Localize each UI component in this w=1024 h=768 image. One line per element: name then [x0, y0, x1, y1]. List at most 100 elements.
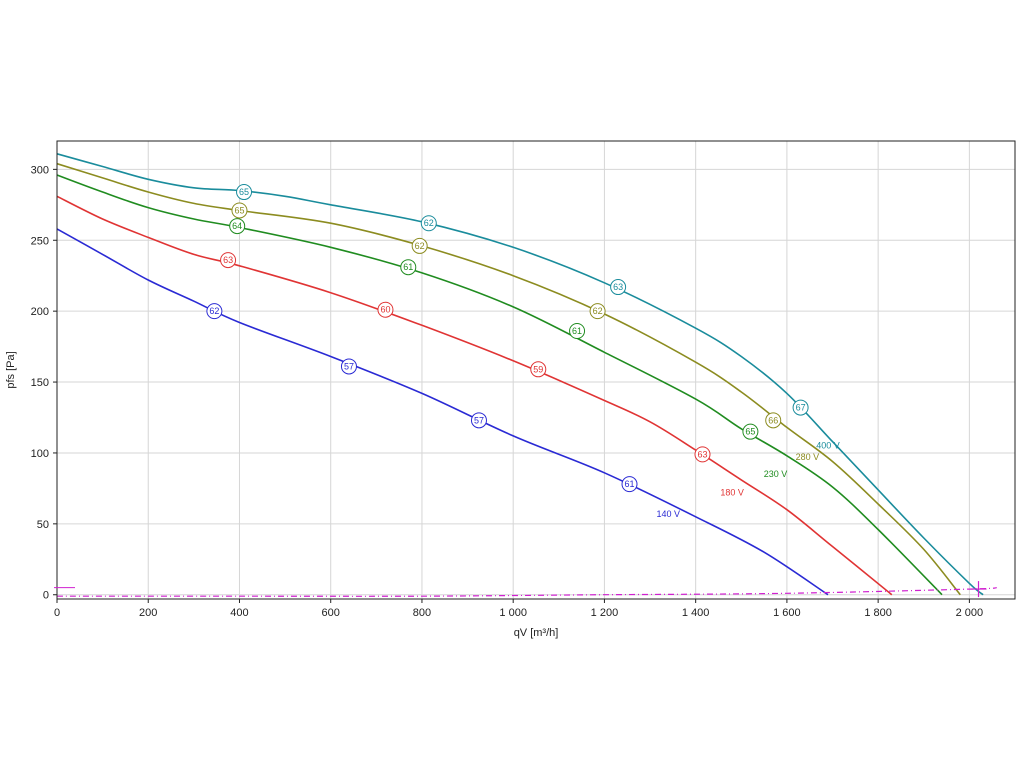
efficiency-marker-circle [470, 412, 487, 429]
x-tick-label: 0 [54, 607, 60, 619]
x-axis-ticks: 0 200 400 600 800 1 000 1 200 1 400 1 600 1 800 2 … [54, 599, 983, 619]
efficiency-marker: 63 [694, 446, 711, 463]
efficiency-marker-circle [530, 361, 547, 378]
plot-frame [56, 140, 1016, 600]
y-axis-label: pfs [Pa] [5, 351, 17, 388]
efficiency-marker-label: 62 [209, 306, 219, 316]
efficiency-marker: 61 [400, 259, 417, 276]
efficiency-marker-label: 65 [234, 205, 244, 215]
efficiency-marker: 62 [420, 215, 437, 232]
series-line-230-v [56, 174, 943, 596]
x-tick-label: 1 200 [591, 607, 619, 619]
x-tick-label: 1 400 [682, 607, 710, 619]
efficiency-marker-circle [231, 202, 248, 219]
grid-lines [56, 141, 1015, 599]
efficiency-marker-label: 63 [698, 449, 708, 459]
efficiency-marker: 63 [220, 252, 237, 269]
y-tick-label: 300 [31, 164, 49, 176]
series-line-180-v [56, 195, 893, 596]
x-tick-label: 2 000 [956, 607, 984, 619]
efficiency-marker-label: 62 [415, 241, 425, 251]
efficiency-marker: 62 [589, 303, 606, 320]
efficiency-marker-label: 67 [796, 403, 806, 413]
efficiency-marker: 66 [765, 412, 782, 429]
efficiency-marker-circle [400, 259, 417, 276]
x-axis-label: qV [m³/h] [514, 627, 559, 639]
efficiency-marker: 62 [206, 303, 223, 320]
efficiency-marker-circle [236, 184, 253, 201]
efficiency-marker-circle [694, 446, 711, 463]
efficiency-marker-label: 63 [223, 255, 233, 265]
x-tick-label: 800 [413, 607, 431, 619]
pointer-markers [54, 581, 987, 598]
x-tick-label: 400 [230, 607, 248, 619]
efficiency-marker: 61 [621, 476, 638, 493]
efficiency-marker-circle [765, 412, 782, 429]
efficiency-marker-circle [340, 358, 357, 375]
efficiency-marker-label: 65 [745, 427, 755, 437]
efficiency-marker: 60 [377, 301, 394, 318]
x-tick-label: 1 000 [499, 607, 527, 619]
efficiency-marker-label: 61 [625, 479, 635, 489]
series-label-400-v: 400 V [816, 441, 840, 451]
efficiency-marker: 57 [470, 412, 487, 429]
efficiency-marker-label: 62 [424, 218, 434, 228]
efficiency-marker-circle [420, 215, 437, 232]
efficiency-marker-label: 65 [239, 187, 249, 197]
efficiency-marker: 57 [340, 358, 357, 375]
efficiency-marker: 59 [530, 361, 547, 378]
series-label-230-v: 230 V [764, 469, 788, 479]
efficiency-marker-circle [229, 218, 246, 235]
efficiency-marker-circle [792, 399, 809, 416]
efficiency-marker-circle [411, 237, 428, 254]
series-line-reference [56, 587, 997, 597]
series-label-140-v: 140 V [657, 509, 681, 519]
efficiency-marker-label: 59 [533, 364, 543, 374]
x-tick-label: 600 [322, 607, 340, 619]
y-tick-label: 200 [31, 306, 49, 318]
efficiency-marker-circle [589, 303, 606, 320]
efficiency-marker-label: 64 [232, 221, 242, 231]
efficiency-marker: 61 [569, 323, 586, 340]
efficiency-marker-label: 57 [474, 415, 484, 425]
efficiency-marker-circle [569, 323, 586, 340]
efficiency-marker: 62 [411, 237, 428, 254]
y-tick-label: 100 [31, 448, 49, 460]
efficiency-marker: 64 [229, 218, 246, 235]
efficiency-marker-label: 60 [380, 305, 390, 315]
efficiency-marker-label: 62 [593, 306, 603, 316]
efficiency-marker-circle [206, 303, 223, 320]
y-tick-label: 150 [31, 377, 49, 389]
x-tick-label: 1 800 [864, 607, 892, 619]
efficiency-marker-circle [610, 279, 627, 296]
x-tick-label: 200 [139, 607, 157, 619]
series-layer [56, 153, 997, 597]
series-label-280-v: 280 V [796, 452, 820, 462]
efficiency-marker-label: 66 [768, 415, 778, 425]
efficiency-marker-label: 57 [344, 361, 354, 371]
efficiency-marker-circle [377, 301, 394, 318]
efficiency-marker-label: 61 [572, 326, 582, 336]
series-line-280-v [56, 162, 961, 596]
efficiency-marker: 63 [610, 279, 627, 296]
efficiency-marker: 65 [742, 423, 759, 440]
series-line-400-v [56, 153, 984, 596]
y-axis-ticks: 0 50 100 150 200 250 300 [31, 164, 57, 602]
y-tick-label: 250 [31, 235, 49, 247]
y-tick-label: 50 [37, 519, 49, 531]
series-line-140-v [56, 228, 829, 596]
y-tick-label: 0 [43, 590, 49, 602]
efficiency-marker: 65 [236, 184, 253, 201]
efficiency-marker-label: 63 [613, 282, 623, 292]
x-tick-label: 1 600 [773, 607, 801, 619]
efficiency-marker-circle [621, 476, 638, 493]
efficiency-marker: 65 [231, 202, 248, 219]
efficiency-marker-label: 61 [403, 262, 413, 272]
efficiency-marker: 67 [792, 399, 809, 416]
series-label-180-v: 180 V [720, 487, 744, 497]
efficiency-marker-circle [220, 252, 237, 269]
efficiency-marker-circle [742, 423, 759, 440]
marker-layer: 62 57 57 61 63 60 59 63 64 61 61 65 65 62 62 66 65 62 63 67 [206, 184, 809, 493]
